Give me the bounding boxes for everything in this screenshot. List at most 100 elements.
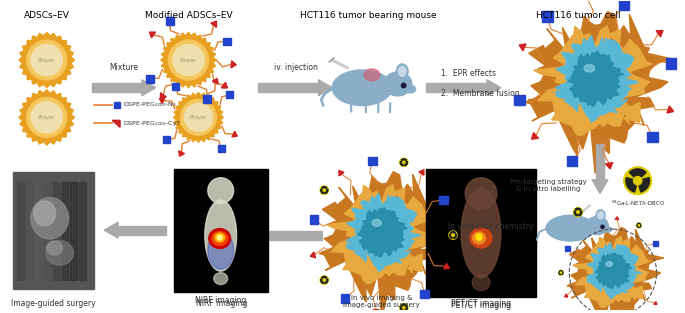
- Polygon shape: [532, 133, 538, 139]
- Polygon shape: [166, 18, 174, 25]
- Circle shape: [184, 103, 212, 131]
- Ellipse shape: [597, 212, 603, 219]
- Polygon shape: [568, 51, 624, 106]
- Ellipse shape: [606, 262, 612, 266]
- Wedge shape: [561, 272, 563, 275]
- Polygon shape: [653, 241, 658, 246]
- Text: NIRF imaging: NIRF imaging: [195, 296, 247, 305]
- Polygon shape: [653, 301, 657, 305]
- Circle shape: [169, 40, 208, 80]
- Ellipse shape: [364, 69, 380, 81]
- Polygon shape: [656, 30, 663, 37]
- Polygon shape: [368, 157, 377, 165]
- Polygon shape: [79, 182, 86, 280]
- Text: 1.  EPR effects: 1. EPR effects: [441, 69, 497, 78]
- Polygon shape: [169, 40, 208, 80]
- Circle shape: [465, 178, 497, 209]
- Ellipse shape: [596, 210, 605, 221]
- Polygon shape: [180, 100, 216, 135]
- Polygon shape: [160, 93, 166, 99]
- Polygon shape: [179, 151, 184, 156]
- Circle shape: [27, 97, 66, 137]
- Polygon shape: [619, 0, 630, 10]
- Polygon shape: [27, 97, 66, 137]
- Polygon shape: [373, 309, 379, 313]
- Text: Pre-targeting strategy
& in vitro labelling: Pre-targeting strategy & in vitro labell…: [510, 179, 587, 192]
- Polygon shape: [27, 97, 66, 137]
- Circle shape: [320, 276, 329, 284]
- Ellipse shape: [399, 67, 406, 76]
- Text: NIRF imaging: NIRF imaging: [195, 299, 247, 308]
- Polygon shape: [146, 75, 153, 83]
- Wedge shape: [400, 307, 404, 311]
- Text: HCT116 tumor cell: HCT116 tumor cell: [536, 11, 621, 20]
- Polygon shape: [253, 227, 267, 243]
- Ellipse shape: [586, 217, 608, 234]
- Polygon shape: [258, 83, 319, 92]
- Polygon shape: [114, 101, 120, 107]
- Polygon shape: [169, 40, 208, 80]
- Circle shape: [323, 189, 325, 192]
- Polygon shape: [460, 239, 536, 248]
- Ellipse shape: [215, 233, 225, 242]
- Ellipse shape: [214, 273, 227, 285]
- Wedge shape: [639, 225, 641, 227]
- Polygon shape: [17, 182, 24, 280]
- Polygon shape: [104, 222, 118, 238]
- Text: Modified ADSCs–EV: Modified ADSCs–EV: [145, 11, 232, 20]
- Polygon shape: [173, 83, 179, 90]
- Polygon shape: [358, 207, 408, 257]
- Text: Bilayer: Bilayer: [38, 58, 55, 63]
- Wedge shape: [637, 225, 639, 227]
- Polygon shape: [647, 132, 658, 142]
- Polygon shape: [340, 294, 349, 303]
- Circle shape: [634, 177, 642, 185]
- Ellipse shape: [461, 189, 501, 278]
- Ellipse shape: [31, 198, 68, 239]
- Circle shape: [449, 231, 457, 239]
- Polygon shape: [421, 290, 429, 298]
- Polygon shape: [339, 170, 344, 176]
- Polygon shape: [71, 182, 77, 280]
- Polygon shape: [218, 145, 225, 152]
- Polygon shape: [310, 252, 316, 258]
- Ellipse shape: [372, 219, 382, 226]
- Polygon shape: [319, 172, 451, 313]
- Circle shape: [31, 102, 62, 133]
- Wedge shape: [574, 211, 578, 216]
- Text: DSPE-PEG$_{2000}$-Cy7: DSPE-PEG$_{2000}$-Cy7: [123, 119, 182, 128]
- Polygon shape: [180, 100, 216, 135]
- Wedge shape: [559, 272, 561, 275]
- Wedge shape: [321, 279, 324, 283]
- Text: In vivo click chemistry: In vivo click chemistry: [448, 222, 534, 231]
- Wedge shape: [638, 223, 640, 225]
- Polygon shape: [327, 184, 433, 283]
- Text: In vivo imaging &
image-guided surgery: In vivo imaging & image-guided surgery: [343, 295, 420, 308]
- Circle shape: [320, 186, 329, 194]
- Polygon shape: [319, 80, 332, 96]
- Circle shape: [173, 44, 204, 75]
- Polygon shape: [27, 40, 66, 80]
- Polygon shape: [534, 26, 652, 135]
- Circle shape: [558, 270, 563, 275]
- Polygon shape: [586, 243, 641, 299]
- Ellipse shape: [476, 233, 482, 240]
- Wedge shape: [630, 169, 646, 181]
- Ellipse shape: [209, 229, 231, 249]
- Text: 2.  Membrane fusion: 2. Membrane fusion: [441, 89, 520, 98]
- Polygon shape: [62, 182, 68, 280]
- Polygon shape: [160, 98, 165, 104]
- Text: iv. injection: iv. injection: [273, 63, 318, 72]
- Circle shape: [403, 161, 405, 164]
- Polygon shape: [118, 226, 166, 234]
- Text: $^{68}$Ga-L-NETA-DBCO: $^{68}$Ga-L-NETA-DBCO: [610, 198, 665, 208]
- Polygon shape: [19, 90, 75, 145]
- Circle shape: [31, 44, 62, 75]
- Polygon shape: [543, 11, 553, 22]
- Wedge shape: [453, 234, 457, 239]
- Wedge shape: [575, 208, 581, 212]
- Polygon shape: [267, 231, 323, 239]
- Ellipse shape: [473, 232, 486, 244]
- Text: Bilayer: Bilayer: [180, 58, 197, 63]
- Polygon shape: [427, 83, 487, 92]
